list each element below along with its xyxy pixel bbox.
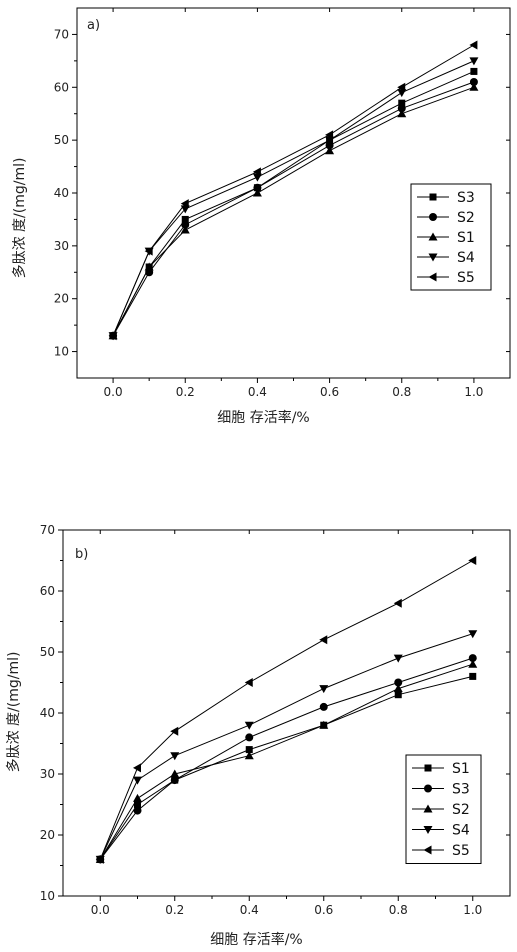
x-tick-label: 0.6 (320, 385, 339, 399)
data-point-s4 (319, 685, 328, 693)
x-tick-label: 1.0 (463, 903, 482, 917)
y-axis-title: 多肽浓 度/(mg/ml) (11, 158, 28, 279)
data-point-s3 (320, 703, 328, 711)
data-point-s4 (468, 630, 477, 638)
legend-label-s4: S4 (457, 250, 475, 266)
legend-label-s5: S5 (452, 843, 470, 859)
y-tick-label: 40 (54, 186, 69, 200)
data-point-s4 (469, 57, 478, 65)
panel-a-legend: S3 S2 S1 S4 S5 (411, 184, 491, 290)
data-point-s2 (133, 794, 142, 802)
data-point-s2 (394, 684, 403, 692)
data-point-s4 (245, 722, 254, 730)
y-tick-label: 30 (40, 767, 55, 781)
x-tick-label: 0.8 (389, 903, 408, 917)
y-tick-label: 60 (54, 80, 69, 94)
panel-a-chart: 0.0 0.2 0.4 0.6 0.8 1.0 10 20 30 40 50 60 70 a) 细胞 存活率… (11, 8, 510, 426)
y-tick-label: 20 (40, 828, 55, 842)
y-tick-label: 10 (54, 345, 69, 359)
legend-label-s2: S2 (457, 210, 475, 226)
x-tick-label: 0.2 (165, 903, 184, 917)
x-tick-label: 0.4 (248, 385, 267, 399)
data-point-s1 (469, 673, 476, 680)
y-tick-label: 20 (54, 292, 69, 306)
x-axis-title: 细胞 存活率/% (217, 409, 309, 426)
legend-marker-s3 (430, 194, 437, 201)
panel-a-label: a) (87, 18, 100, 33)
panel-b-chart: 0.0 0.2 0.4 0.6 0.8 1.0 10 20 30 40 50 60 70 b) 细胞 存活率… (5, 523, 510, 948)
legend-label-s2: S2 (452, 802, 470, 818)
x-tick-label: 0.2 (176, 385, 195, 399)
legend-label-s1: S1 (452, 761, 470, 777)
data-point-s3 (470, 68, 477, 75)
legend-marker-s3 (424, 785, 432, 793)
panel-b-legend: S1 S3 S2 S4 S5 (406, 755, 481, 864)
data-point-s5 (245, 678, 253, 687)
y-axis-title: 多肽浓 度/(mg/ml) (5, 652, 22, 773)
legend-marker-s1 (425, 765, 432, 772)
data-point-s5 (468, 556, 476, 565)
data-point-s2 (468, 660, 477, 668)
legend-label-s1: S1 (457, 230, 475, 246)
x-tick-label: 1.0 (464, 385, 483, 399)
x-tick-label: 0.4 (240, 903, 259, 917)
x-tick-label: 0.6 (314, 903, 333, 917)
data-point-s3 (245, 733, 253, 741)
data-point-s5 (394, 599, 402, 608)
data-point-s3 (134, 807, 142, 815)
data-point-s4 (133, 777, 142, 785)
y-tick-label: 50 (54, 133, 69, 147)
y-tick-label: 40 (40, 706, 55, 720)
x-tick-label: 0.0 (104, 385, 123, 399)
legend-label-s3: S3 (457, 190, 475, 206)
y-tick-label: 60 (40, 584, 55, 598)
panel-b-label: b) (75, 547, 88, 562)
x-axis-title: 细胞 存活率/% (210, 931, 302, 948)
x-tick-label: 0.8 (392, 385, 411, 399)
legend-label-s4: S4 (452, 823, 470, 839)
data-point-s5 (469, 41, 477, 50)
data-point-s5 (133, 763, 141, 772)
data-point-s4 (170, 752, 179, 760)
y-tick-label: 10 (40, 889, 55, 903)
y-tick-label: 30 (54, 239, 69, 253)
data-point-s5 (319, 635, 327, 644)
legend-marker-s2 (429, 213, 437, 221)
x-tick-label: 0.0 (91, 903, 110, 917)
data-point-s1 (395, 691, 402, 698)
y-tick-label: 50 (40, 645, 55, 659)
legend-label-s3: S3 (452, 782, 470, 798)
data-point-s4 (394, 655, 403, 663)
y-tick-label: 70 (54, 27, 69, 41)
legend-label-s5: S5 (457, 270, 475, 286)
y-tick-label: 70 (40, 523, 55, 537)
